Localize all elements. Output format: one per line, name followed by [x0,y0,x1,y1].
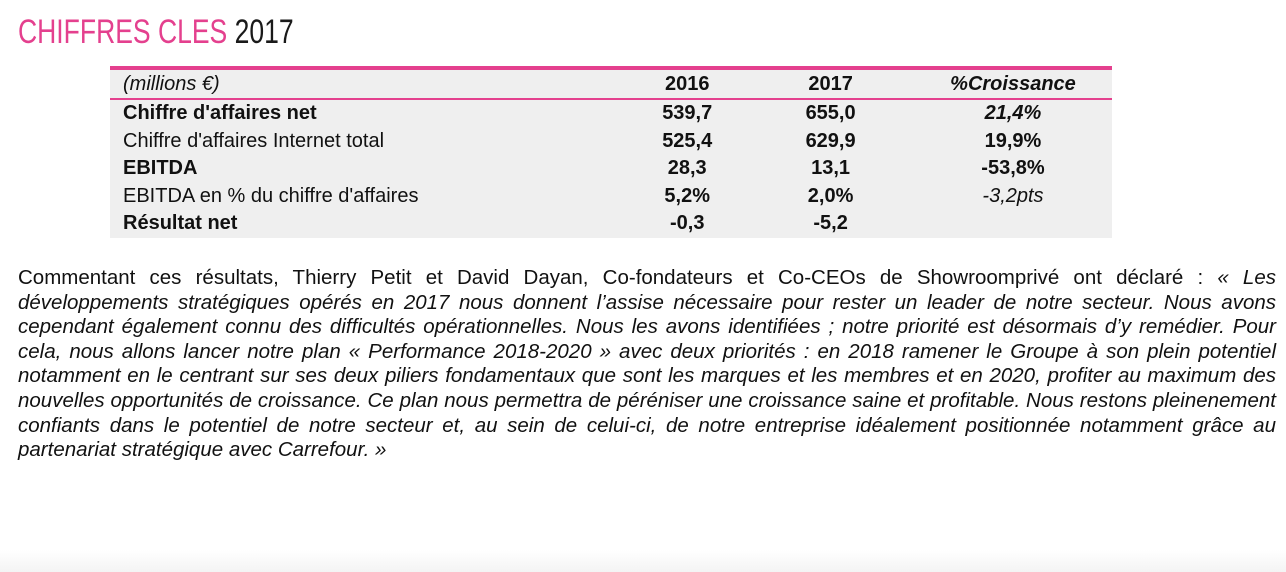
value-growth [914,210,1112,238]
table-row: Chiffre d'affaires Internet total 525,4 … [110,128,1112,156]
value-2017: 13,1 [811,157,851,180]
table-header-row: (millions €) 2016 2017 %Croissance [110,70,1112,100]
title-year: 2017 [234,13,294,51]
table-row: Chiffre d'affaires net 539,7 655,0 21,4% [110,99,1112,128]
header-2017: 2017 [747,70,914,100]
title-main: CHIFFRES CLES [18,13,228,51]
value-2016: 28,3 [667,157,707,180]
value-2017: -5,2 [813,212,848,235]
key-figures-table: (millions €) 2016 2017 %Croissance Chiff… [110,66,1112,238]
row-label: Chiffre d'affaires net [123,102,317,125]
table-row: Résultat net -0,3 -5,2 [110,210,1112,238]
value-2017: 2,0% [807,184,854,207]
page-bottom-band [0,550,1286,572]
row-label: Résultat net [123,212,238,235]
commentary-intro: Commentant ces résultats, Thierry Petit … [18,266,1204,289]
value-growth: -3,2pts [982,184,1044,207]
value-2017: 655,0 [805,102,856,125]
value-growth: 21,4% [984,102,1042,125]
table-row: EBITDA 28,3 13,1 -53,8% [110,155,1112,183]
row-label: Chiffre d'affaires Internet total [123,129,385,152]
value-growth: -53,8% [981,157,1045,180]
financial-table: (millions €) 2016 2017 %Croissance Chiff… [110,70,1112,238]
header-2016: 2016 [549,70,748,100]
value-2017: 629,9 [805,129,856,152]
commentary-paragraph: Commentant ces résultats, Thierry Petit … [18,266,1276,463]
row-label: EBITDA en % du chiffre d'affaires [123,184,419,207]
row-label: EBITDA [123,157,198,180]
value-2016: 525,4 [662,129,713,152]
header-growth: %Croissance [913,70,1112,100]
value-growth: 19,9% [984,129,1042,152]
value-2016: 5,2% [664,184,711,207]
table-top-rule [110,66,1112,70]
table-row: EBITDA en % du chiffre d'affaires 5,2% 2… [110,183,1112,211]
page-title: CHIFFRES CLES 2017 [18,10,294,54]
header-unit: (millions €) [110,70,550,100]
value-2016: 539,7 [662,102,713,125]
value-2016: -0,3 [669,212,705,235]
commentary-quote: « Les développements stratégiques opérés… [18,266,1276,462]
